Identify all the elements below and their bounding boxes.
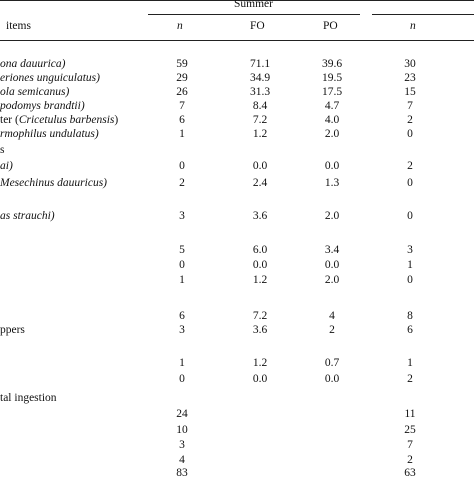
cell-n: 5	[179, 244, 185, 256]
cell-po: 19.5	[321, 72, 343, 84]
cell-po: 2.0	[324, 274, 340, 286]
cell-n: 1	[179, 274, 185, 286]
row-label: eriones unguiculatus)	[0, 72, 100, 84]
cell-po: 4.0	[324, 114, 340, 126]
cell-n2: 0	[407, 210, 413, 222]
col-n-header: n	[177, 20, 183, 32]
cell-fo: 3.6	[252, 210, 268, 222]
cell-fo: 6.0	[252, 244, 268, 256]
cell-fo: 7.2	[252, 114, 268, 126]
cell-n2: 8	[407, 310, 413, 322]
col-fo-header: FO	[250, 20, 265, 32]
cell-po: 2.0	[324, 210, 340, 222]
cell-n2: 1	[407, 259, 413, 271]
cell-fo: 34.9	[249, 72, 271, 84]
cell-n: 6	[179, 310, 185, 322]
cell-n: 7	[179, 100, 185, 112]
row-label: ppers	[0, 324, 25, 336]
cell-n2: 0	[407, 177, 413, 189]
row-label: s	[0, 144, 5, 156]
cell-fo: 31.3	[249, 86, 271, 98]
row-label: Mesechinus dauuricus)	[0, 177, 107, 189]
summer-group-rule	[148, 14, 360, 15]
cell-n: 0	[179, 259, 185, 271]
row-label: ola semicanus)	[0, 86, 70, 98]
cell-po: 2	[329, 324, 335, 336]
cell-n2: 2	[407, 160, 413, 172]
cell-fo: 1.2	[252, 128, 268, 140]
cell-n2: 7	[407, 100, 413, 112]
next-group-rule	[372, 14, 474, 15]
cell-po: 3.4	[324, 244, 340, 256]
cell-po: 0.0	[324, 259, 340, 271]
row-label: rmophilus undulatus)	[0, 128, 99, 140]
cell-po: 0.0	[324, 373, 340, 385]
row-label: ona dauurica)	[0, 58, 66, 70]
cell-po: 0.7	[324, 357, 340, 369]
cell-n: 2	[179, 177, 185, 189]
cell-fo: 0.0	[252, 160, 268, 172]
cell-n: 3	[179, 210, 185, 222]
cell-n2: 7	[407, 439, 413, 451]
cell-fo: 71.1	[249, 58, 271, 70]
cell-n: 6	[179, 114, 185, 126]
cell-n2: 1	[407, 357, 413, 369]
cell-fo: 7.2	[252, 310, 268, 322]
cell-n: 26	[176, 86, 188, 98]
cell-n2: 15	[404, 86, 416, 98]
cell-n: 3	[179, 439, 185, 451]
cell-po: 0.0	[324, 160, 340, 172]
cell-n: 1	[179, 128, 185, 140]
cell-fo: 1.2	[252, 274, 268, 286]
cell-n2: 2	[407, 373, 413, 385]
cell-n2: 25	[404, 424, 416, 436]
cell-n: 0	[179, 373, 185, 385]
cell-po: 39.6	[321, 58, 343, 70]
row-label: as strauchi)	[0, 210, 55, 222]
cell-n2: 23	[404, 72, 416, 84]
row-label: ai)	[0, 160, 13, 172]
cell-fo: 0.0	[252, 259, 268, 271]
cell-n: 4	[179, 454, 185, 466]
cell-po: 2.0	[324, 128, 340, 140]
cell-n: 3	[179, 324, 185, 336]
cell-n2: 11	[404, 408, 416, 420]
cell-n2: 30	[404, 58, 416, 70]
col-po-header: PO	[323, 20, 338, 32]
cell-n2: 3	[407, 244, 413, 256]
row-label: ter (Cricetulus barbensis)	[0, 114, 119, 126]
cell-n: 29	[176, 72, 188, 84]
cell-po: 1.3	[324, 177, 340, 189]
cell-n2: 63	[404, 467, 416, 479]
row-label: tal ingestion	[0, 392, 57, 404]
cell-n2: 0	[407, 274, 413, 286]
cell-n2: 0	[407, 128, 413, 140]
cell-fo: 0.0	[252, 373, 268, 385]
cell-fo: 8.4	[252, 100, 268, 112]
top-rule	[0, 0, 474, 1]
cell-po: 4	[329, 310, 335, 322]
cell-n: 1	[179, 357, 185, 369]
cell-fo: 2.4	[252, 177, 268, 189]
cell-n2: 2	[407, 114, 413, 126]
cell-n: 24	[176, 408, 188, 420]
cell-po: 17.5	[321, 86, 343, 98]
header-bottom-rule	[0, 40, 474, 41]
row-label: podomys brandtii)	[0, 100, 85, 112]
cell-n2: 6	[407, 324, 413, 336]
cell-po: 4.7	[324, 100, 340, 112]
cell-n: 59	[176, 58, 188, 70]
cell-fo: 3.6	[252, 324, 268, 336]
cell-fo: 1.2	[252, 357, 268, 369]
col-n2-header: n	[410, 20, 416, 32]
cell-n: 0	[179, 160, 185, 172]
cell-n2: 2	[407, 454, 413, 466]
summer-group-label: Summer	[234, 0, 273, 10]
cell-n: 10	[176, 424, 188, 436]
items-header: items	[6, 20, 31, 32]
cell-n: 83	[176, 467, 188, 479]
